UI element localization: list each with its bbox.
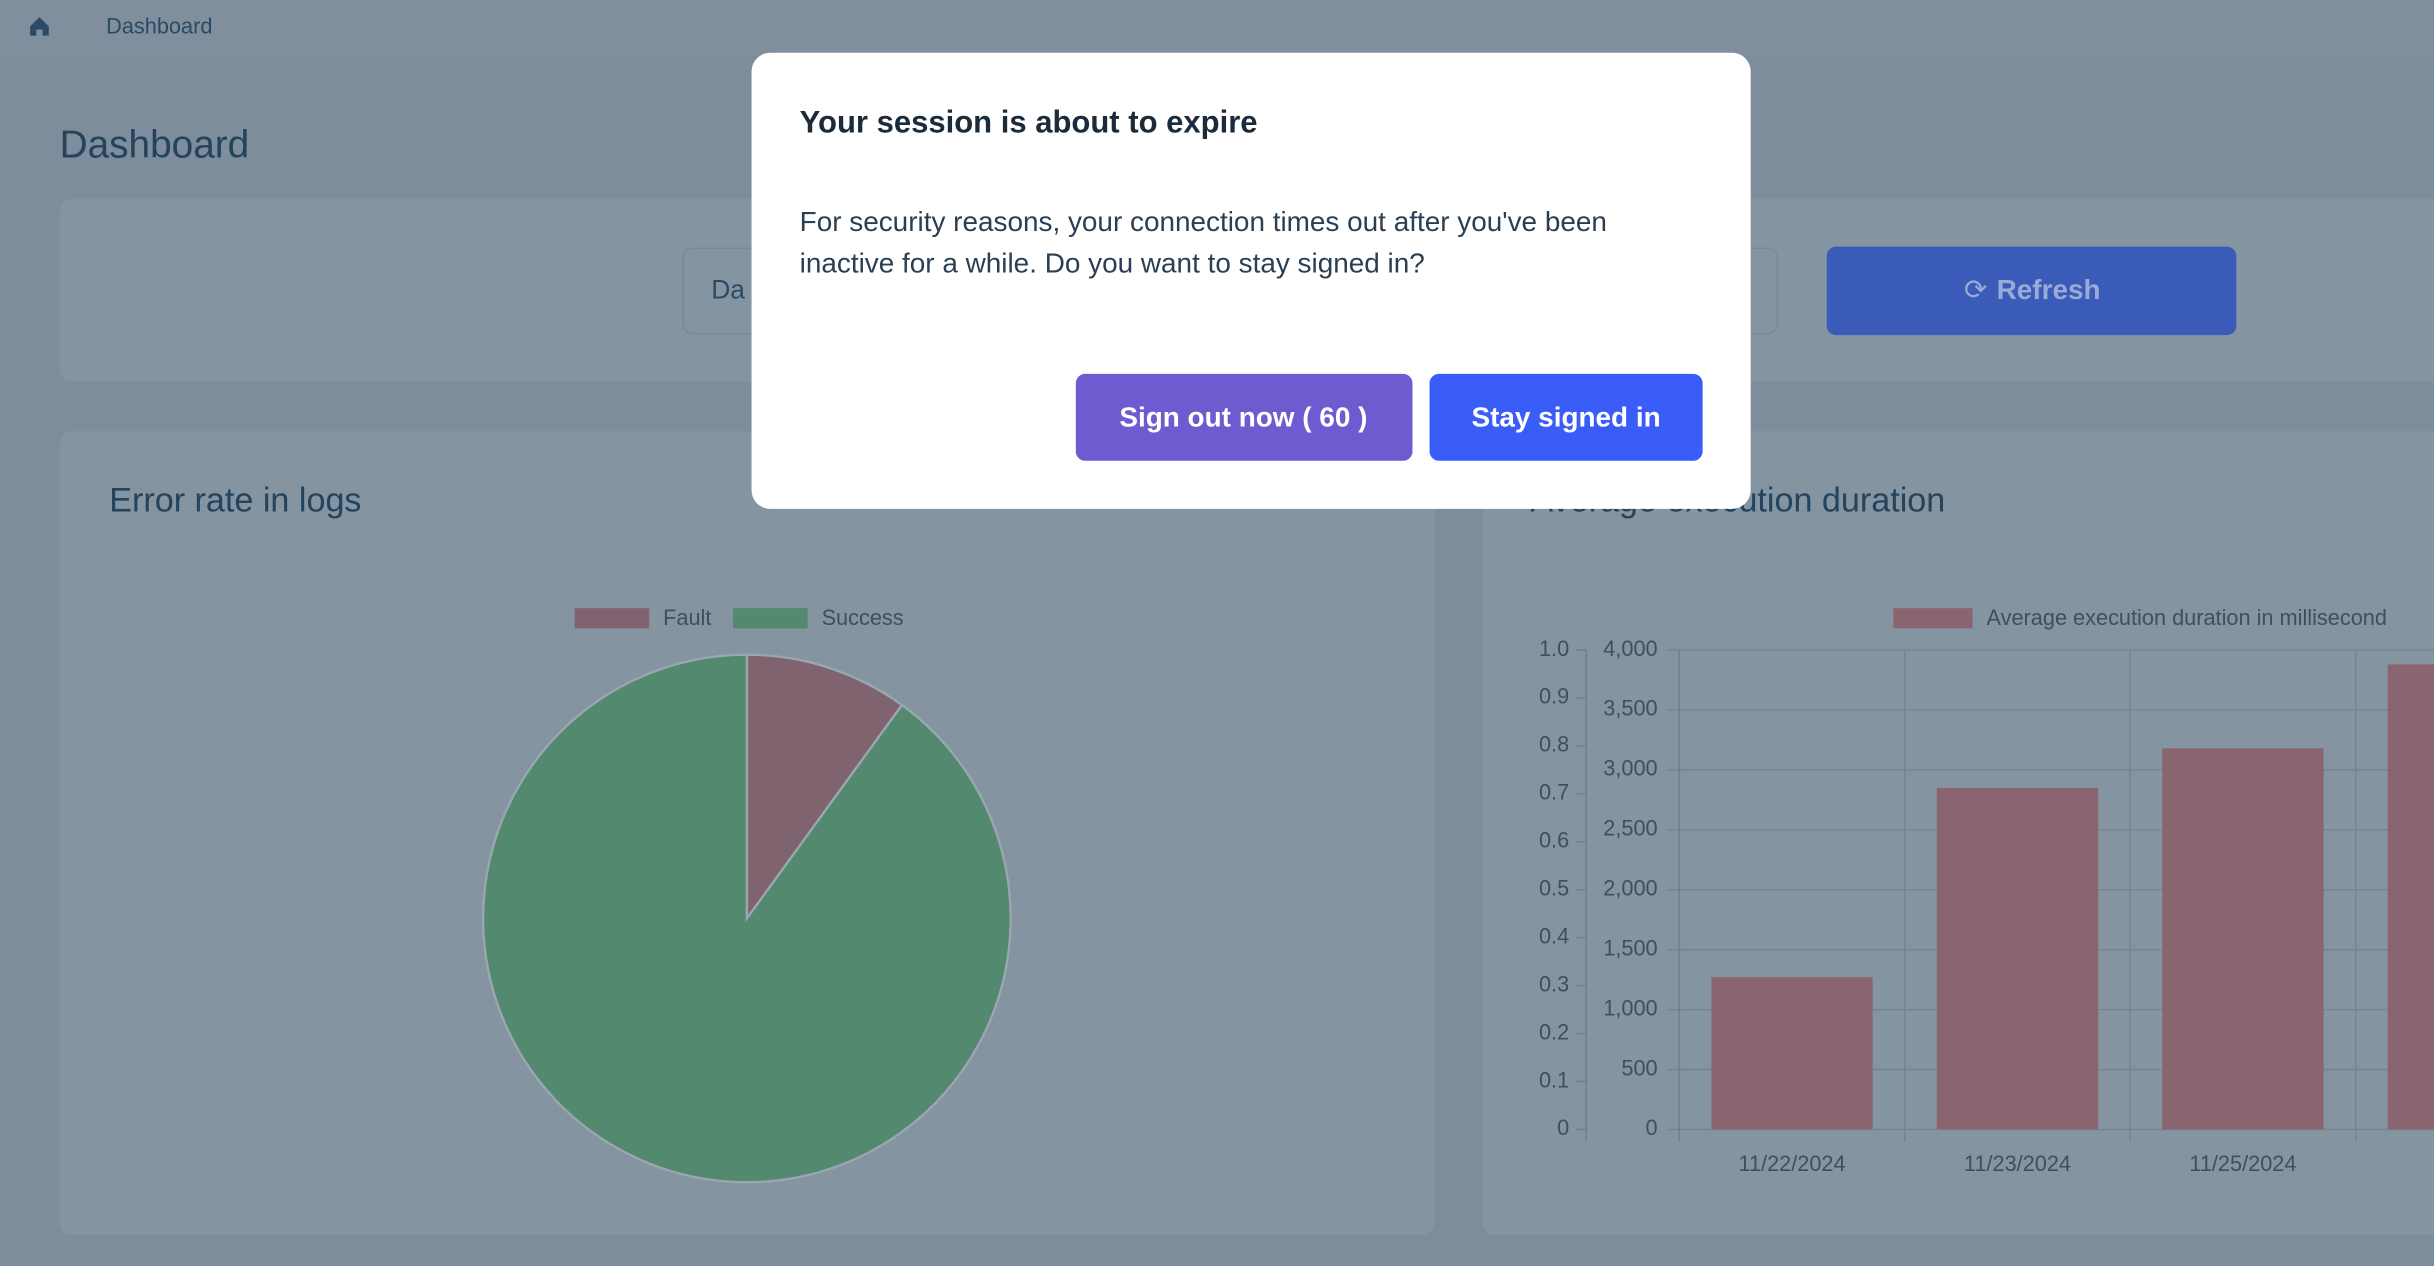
bar bbox=[1711, 977, 1873, 1130]
bar bbox=[2162, 748, 2324, 1130]
y2-tick-label: 0 bbox=[1646, 1115, 1658, 1140]
legend-label: Success bbox=[822, 605, 904, 630]
x-tick-label: 11/25/2024 bbox=[2189, 1151, 2296, 1176]
y-tick-label: 0.7 bbox=[1539, 780, 1569, 805]
modal-body: inactive for a while. Do you want to sta… bbox=[800, 248, 1425, 279]
y2-tick-label: 3,000 bbox=[1603, 756, 1657, 781]
pie-slice bbox=[482, 653, 1012, 1184]
modal-title: Your session is about to expire bbox=[800, 104, 1258, 139]
y2-tick-label: 500 bbox=[1621, 1055, 1657, 1080]
y-tick-label: 0.6 bbox=[1539, 828, 1569, 853]
refresh-button[interactable] bbox=[1826, 246, 2237, 336]
y-tick-label: 0.4 bbox=[1539, 923, 1569, 948]
y-tick-label: 0.2 bbox=[1539, 1019, 1569, 1044]
breadcrumb-bar bbox=[0, 0, 2434, 56]
x-tick-label: 11/22/2024 bbox=[1739, 1151, 1846, 1176]
refresh-button-label: Refresh bbox=[1997, 274, 2101, 305]
y2-tick-label: 3,500 bbox=[1603, 696, 1657, 721]
pie-title: Error rate in logs bbox=[109, 482, 361, 520]
y2-tick-label: 2,000 bbox=[1603, 876, 1657, 901]
y-tick-label: 0.1 bbox=[1539, 1067, 1569, 1092]
refresh-icon: ⟳ bbox=[1964, 274, 1987, 305]
legend-swatch bbox=[574, 608, 650, 629]
home-icon[interactable] bbox=[30, 17, 49, 36]
date-field-label: Da bbox=[711, 275, 745, 305]
y-tick-label: 0.9 bbox=[1539, 684, 1569, 709]
y2-tick-label: 1,500 bbox=[1603, 935, 1657, 960]
y2-tick-label: 2,500 bbox=[1603, 816, 1657, 841]
y-tick-label: 0.3 bbox=[1539, 971, 1569, 996]
y-tick-label: 0.8 bbox=[1539, 732, 1569, 757]
y2-tick-label: 4,000 bbox=[1603, 636, 1657, 661]
legend-swatch bbox=[733, 608, 808, 629]
breadcrumb[interactable]: Dashboard bbox=[106, 14, 212, 39]
y-tick-label: 0 bbox=[1557, 1115, 1569, 1140]
stay-button[interactable] bbox=[1429, 373, 1703, 461]
bar bbox=[1936, 787, 2099, 1130]
pie-slice bbox=[745, 653, 904, 923]
stay-label: Stay signed in bbox=[1471, 401, 1660, 432]
legend-swatch bbox=[1893, 608, 1973, 629]
legend-label: Average execution duration in millisecon… bbox=[1987, 605, 2387, 630]
bar bbox=[2387, 664, 2434, 1130]
y2-tick-label: 1,000 bbox=[1603, 995, 1657, 1020]
page-title: Dashboard bbox=[60, 124, 250, 167]
x-tick-label: 11/23/2024 bbox=[1964, 1151, 2071, 1176]
session-modal: Your session is about to expire For secu… bbox=[751, 52, 1751, 509]
modal-body: For security reasons, your connection ti… bbox=[800, 206, 1607, 237]
y-tick-label: 0.5 bbox=[1539, 876, 1569, 901]
legend-label: Fault bbox=[663, 605, 711, 630]
y-tick-label: 1.0 bbox=[1539, 636, 1569, 661]
sign-out-button[interactable] bbox=[1075, 373, 1413, 461]
sign-out-label: Sign out now ( 60 ) bbox=[1119, 401, 1367, 432]
